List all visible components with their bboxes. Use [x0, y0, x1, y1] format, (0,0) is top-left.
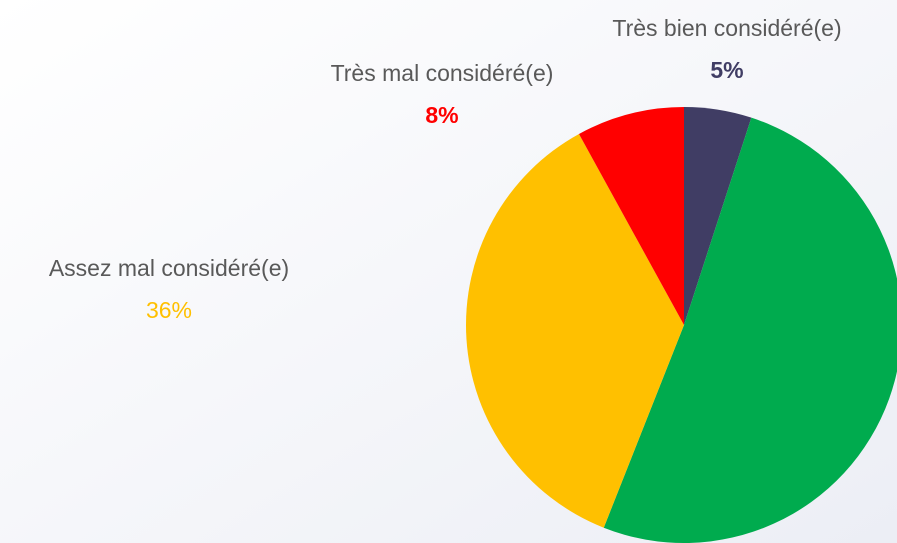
value-label: 8% — [425, 102, 458, 128]
pie-slice — [465, 133, 684, 528]
value-label: 36% — [146, 297, 192, 323]
pie-slice — [578, 107, 684, 325]
pie-slice — [684, 107, 752, 325]
slice-label: Assez mal considéré(e) — [49, 255, 289, 281]
value-label: 5% — [710, 57, 743, 83]
pie-slice — [603, 117, 897, 543]
slice-label: Très mal considéré(e) — [331, 60, 554, 86]
slice-label: Très bien considéré(e) — [612, 15, 841, 41]
